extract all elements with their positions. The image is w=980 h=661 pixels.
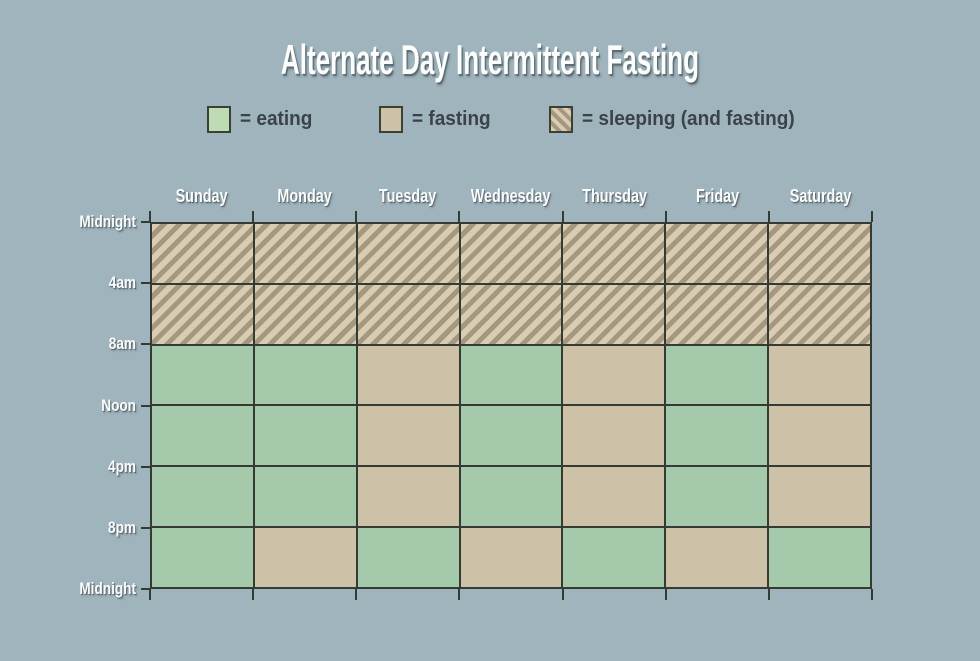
column-tick-bottom <box>458 589 461 600</box>
sleeping-swatch-icon <box>549 105 573 133</box>
grid-cell-thursday-midnight-4am <box>563 224 665 283</box>
column-tick-top <box>149 211 151 222</box>
row-tick-left <box>141 526 150 529</box>
grid-cell-tuesday-8am-noon <box>357 345 459 405</box>
column-tick-bottom <box>871 589 873 600</box>
grid-cell-sunday-noon-4pm <box>152 406 253 466</box>
grid-cell-friday-midnight-4am <box>666 224 768 283</box>
row-tick-left <box>141 282 150 285</box>
grid-cell-friday-4am-8am <box>666 284 768 344</box>
grid-cell-wednesday-midnight-4am <box>460 224 562 283</box>
legend-item-fasting: = fasting <box>379 105 495 133</box>
grid-cell-tuesday-midnight-4am <box>357 224 459 283</box>
time-label-midnight-0: Midnight <box>79 212 136 231</box>
time-label-4pm-4: 4pm <box>108 456 136 476</box>
legend-item-sleeping: = sleeping (and fasting) <box>549 105 806 133</box>
grid-cell-monday-noon-4pm <box>254 406 356 466</box>
day-label-sunday: Sunday <box>175 186 228 206</box>
row-tick-left <box>141 221 150 223</box>
legend-label-eating: = eating <box>240 107 313 130</box>
grid-cell-saturday-4pm-8pm <box>769 467 870 527</box>
eating-swatch-icon <box>207 105 231 133</box>
grid-cell-wednesday-8pm-midnight <box>460 528 562 587</box>
grid-cell-wednesday-8am-noon <box>460 345 562 405</box>
grid-cell-friday-noon-4pm <box>666 406 768 466</box>
row-tick-left <box>141 588 150 590</box>
column-tick-bottom <box>149 589 151 600</box>
schedule-grid <box>150 222 872 589</box>
time-label-midnight-6: Midnight <box>79 579 136 598</box>
grid-cell-monday-midnight-4am <box>254 224 356 283</box>
row-tick-left <box>141 404 150 407</box>
grid-cell-sunday-4pm-8pm <box>152 467 253 527</box>
time-label-8pm-5: 8pm <box>108 517 136 537</box>
grid-cell-saturday-noon-4pm <box>769 406 870 466</box>
time-label-8am-2: 8am <box>108 334 136 354</box>
grid-cell-monday-4pm-8pm <box>254 467 356 527</box>
grid-cell-thursday-4pm-8pm <box>563 467 665 527</box>
day-label-monday: Monday <box>277 186 332 206</box>
grid-cell-saturday-midnight-4am <box>769 224 870 283</box>
column-tick-top <box>871 211 873 222</box>
column-tick-top <box>458 211 461 222</box>
chart-title: Alternate Day Intermittent Fasting <box>280 36 700 83</box>
day-label-saturday: Saturday <box>789 186 852 206</box>
grid-cell-friday-8am-noon <box>666 345 768 405</box>
legend-label-sleeping: = sleeping (and fasting) <box>582 107 795 130</box>
column-tick-bottom <box>664 589 667 600</box>
grid-cell-thursday-8pm-midnight <box>563 528 665 587</box>
grid-cell-tuesday-noon-4pm <box>357 406 459 466</box>
grid-cell-sunday-8pm-midnight <box>152 528 253 587</box>
day-label-thursday: Thursday <box>581 186 647 206</box>
time-label-noon-3: Noon <box>101 395 136 415</box>
grid-cell-wednesday-4am-8am <box>460 284 562 344</box>
grid-cell-saturday-8am-noon <box>769 345 870 405</box>
grid-cell-thursday-noon-4pm <box>563 406 665 466</box>
grid-cell-tuesday-4am-8am <box>357 284 459 344</box>
grid-cell-saturday-4am-8am <box>769 284 870 344</box>
grid-cell-wednesday-noon-4pm <box>460 406 562 466</box>
grid-cell-thursday-8am-noon <box>563 345 665 405</box>
grid-cell-tuesday-8pm-midnight <box>357 528 459 587</box>
time-label-4am-1: 4am <box>108 273 136 293</box>
fasting-swatch-icon <box>379 105 403 133</box>
row-tick-left <box>141 465 150 468</box>
column-tick-bottom <box>252 589 255 600</box>
column-tick-bottom <box>355 589 358 600</box>
grid-cell-wednesday-4pm-8pm <box>460 467 562 527</box>
day-label-wednesday: Wednesday <box>471 186 551 206</box>
column-tick-top <box>767 211 770 222</box>
day-label-tuesday: Tuesday <box>379 186 437 206</box>
column-tick-bottom <box>767 589 770 600</box>
grid-cell-friday-8pm-midnight <box>666 528 768 587</box>
grid-cell-sunday-midnight-4am <box>152 224 253 283</box>
grid-cell-monday-8am-noon <box>254 345 356 405</box>
column-tick-bottom <box>561 589 564 600</box>
row-tick-left <box>141 343 150 346</box>
column-tick-top <box>561 211 564 222</box>
grid-cell-tuesday-4pm-8pm <box>357 467 459 527</box>
grid-cell-thursday-4am-8am <box>563 284 665 344</box>
column-tick-top <box>664 211 667 222</box>
column-tick-top <box>355 211 358 222</box>
grid-cell-monday-8pm-midnight <box>254 528 356 587</box>
column-tick-top <box>252 211 255 222</box>
grid-cell-saturday-8pm-midnight <box>769 528 870 587</box>
grid-cell-friday-4pm-8pm <box>666 467 768 527</box>
grid-cell-monday-4am-8am <box>254 284 356 344</box>
grid-cell-sunday-4am-8am <box>152 284 253 344</box>
legend-label-fasting: = fasting <box>412 107 491 130</box>
grid-cell-sunday-8am-noon <box>152 345 253 405</box>
day-label-friday: Friday <box>695 186 739 206</box>
legend-item-eating: = eating <box>207 105 316 133</box>
